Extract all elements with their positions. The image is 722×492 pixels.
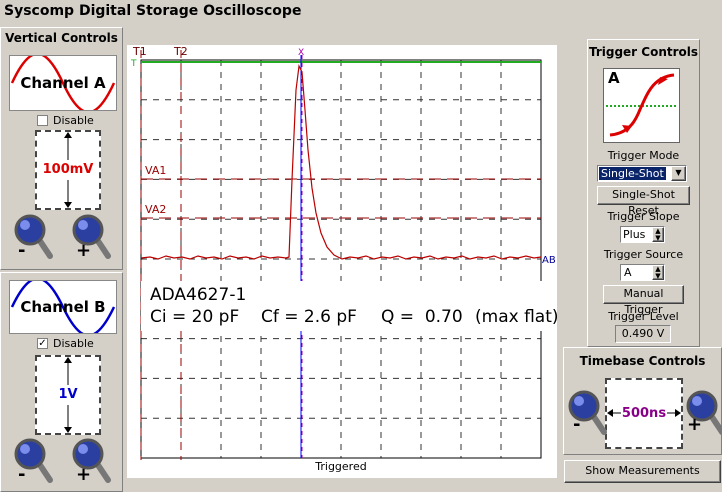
waveform	[140, 63, 542, 260]
annotation-text: Q = 0.70	[381, 307, 463, 327]
plus-label: +	[687, 414, 703, 435]
dropdown-arrow[interactable]: ▼	[671, 166, 686, 181]
minus-label: -	[573, 414, 581, 435]
scale-box: 100mV	[35, 130, 101, 210]
zoom-in-button[interactable]	[70, 212, 114, 262]
checkbox-label: Disable	[53, 114, 94, 127]
ab-label: AB	[542, 255, 556, 266]
annotation-text: Cf = 2.6 pF	[261, 307, 357, 327]
show-measurements-button[interactable]: Show Measurements	[564, 460, 721, 483]
slope-spinner[interactable]: Plus ▲ ▼	[620, 226, 665, 243]
field-label: Trigger Slope	[607, 210, 680, 223]
trigger-marker: T	[130, 59, 137, 69]
scale-box: 1V	[35, 355, 101, 435]
scale-value: 100mV	[42, 162, 94, 177]
zoom-out-button[interactable]	[12, 212, 56, 262]
slope-icon	[606, 73, 677, 137]
minus-label: -	[18, 240, 26, 261]
zoom-out-button[interactable]	[12, 436, 56, 486]
trigger-panel	[587, 39, 700, 347]
mode-select[interactable]: Single-Shot ▼	[597, 165, 687, 182]
level-label: VA2	[145, 203, 166, 216]
spinner-value: Plus	[623, 228, 646, 241]
arrows	[607, 409, 681, 417]
reset-button[interactable]: Single-Shot Reset	[597, 186, 690, 217]
annotation-text: Ci = 20 pF	[150, 307, 239, 327]
magnifier-icon	[72, 214, 111, 259]
panel-title: Timebase Controls	[579, 354, 706, 368]
level-readout: 0.490 V	[615, 325, 671, 343]
magnifier-icon	[72, 438, 111, 483]
field-label: Trigger Mode	[607, 149, 680, 162]
annotation-text: (max flat)	[475, 307, 557, 327]
checkbox[interactable]: ✓	[37, 338, 48, 349]
source-spinner[interactable]: A ▲ ▼	[620, 264, 665, 281]
select-value: Single-Shot	[599, 167, 666, 180]
scale-value: 1V	[58, 387, 78, 402]
field-label: Trigger Level	[608, 310, 679, 323]
x-marker: X	[298, 48, 304, 58]
checkbox-label: Disable	[53, 337, 94, 350]
panel-title: Trigger Controls	[588, 45, 699, 59]
magnifier-icon	[568, 390, 607, 435]
spinner-value: A	[624, 266, 632, 279]
cursor-label: T1	[132, 45, 147, 58]
manual-trigger-button[interactable]: Manual Trigger	[603, 285, 684, 316]
sine-icon	[10, 277, 116, 337]
spin-buttons[interactable]: ▲ ▼	[652, 227, 664, 242]
sine-icon	[10, 52, 116, 114]
arrows	[64, 132, 72, 208]
scope-display: T1 T2 T X VA1 VA2 AB ADA4627-1 Ci = 20 p…	[127, 45, 557, 478]
timebase-value: 500ns	[621, 406, 667, 421]
magnifier-icon	[686, 390, 722, 435]
channel-b-button[interactable]: Channel B	[9, 277, 117, 337]
status-text: Triggered	[314, 460, 366, 473]
level-label: VA1	[145, 164, 166, 177]
plus-label: +	[76, 240, 92, 261]
timebase-box: 500ns	[605, 378, 683, 449]
screen	[127, 45, 557, 478]
panel-title: Vertical Controls	[5, 31, 118, 45]
annotation-text: ADA4627-1	[150, 285, 246, 305]
window-title: Syscomp Digital Storage Oscilloscope	[4, 3, 302, 19]
magnifier-icon	[14, 214, 53, 259]
plot-frame	[140, 59, 542, 459]
annotation-box	[141, 281, 557, 331]
zoom-out-button[interactable]	[566, 388, 610, 438]
magnifier-icon	[14, 438, 53, 483]
channel-label: Channel A	[20, 74, 106, 92]
cursor-label: T2	[173, 45, 188, 58]
icon-channel: A	[608, 69, 620, 87]
channel-label: Channel B	[20, 298, 106, 316]
field-label: Trigger Source	[603, 248, 684, 261]
trigger-icon[interactable]: A	[603, 68, 680, 143]
minus-label: -	[18, 464, 26, 485]
channel-a-button[interactable]: Channel A	[9, 52, 117, 114]
spin-buttons[interactable]: ▲ ▼	[652, 265, 664, 280]
zoom-in-button[interactable]	[70, 436, 114, 486]
channel-a-panel	[0, 27, 123, 270]
plus-label: +	[76, 464, 92, 485]
checkbox[interactable]	[37, 115, 48, 126]
arrows	[64, 357, 72, 433]
zoom-in-button[interactable]	[684, 388, 722, 438]
